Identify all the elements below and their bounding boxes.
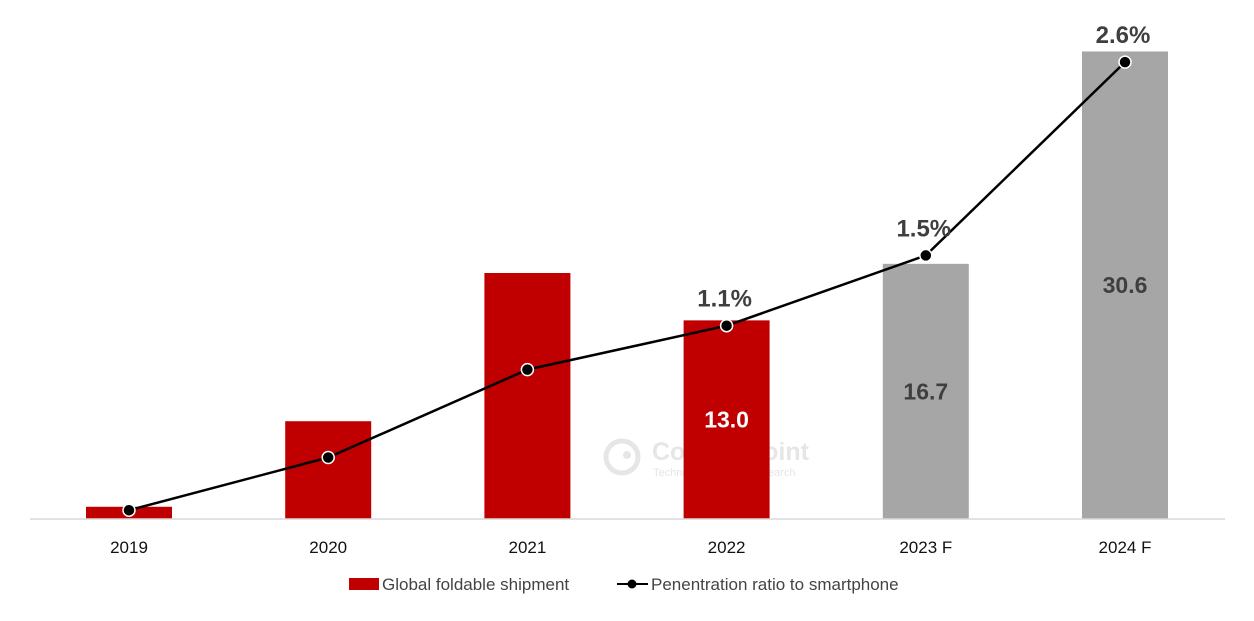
counterpoint-logo-dot [623,451,631,459]
x-axis-ticks: 2019 2020 2021 2022 2023 F 2024 F [110,538,1151,557]
x-tick-label: 2022 [708,538,746,557]
x-tick-label: 2019 [110,538,148,557]
x-tick-label: 2020 [309,538,347,557]
penetration-line-series [122,55,1132,517]
legend-label-penetration: Penentration ratio to smartphone [651,575,899,594]
penetration-point [1118,55,1132,69]
penetration-line [128,61,1126,512]
bar-2024-f [1082,51,1168,519]
x-tick-label: 2021 [508,538,546,557]
penetration-point [321,450,335,465]
penetration-point [719,318,734,333]
bar-2020 [285,421,372,519]
penetration-point [919,248,933,263]
legend-label-shipment: Global foldable shipment [382,575,569,594]
penetration-value-label: 1.1% [697,286,752,313]
x-tick-label: 2023 F [899,538,952,557]
penetration-value-label: 2.6% [1096,22,1151,49]
bar-2021 [484,273,571,519]
bar-value-label: 30.6 [1103,272,1148,298]
counterpoint-logo-icon [603,438,641,476]
bar-2022 [683,320,770,519]
value-labels: 13.0 16.7 30.6 1.1% 1.5% 2.6% [697,22,1150,433]
penetration-value-label: 1.5% [896,215,951,242]
legend: Global foldable shipment Penentration ra… [349,575,899,594]
bar-2023-f [882,263,969,519]
legend-swatch-shipment [349,578,379,590]
legend-swatch-penetration-marker [627,579,637,589]
penetration-point [122,503,136,517]
x-tick-label: 2024 F [1099,538,1152,557]
penetration-point [520,362,535,377]
bar-value-label: 16.7 [903,378,948,404]
bar-value-label: 13.0 [704,407,749,433]
bar-series [86,51,1168,519]
